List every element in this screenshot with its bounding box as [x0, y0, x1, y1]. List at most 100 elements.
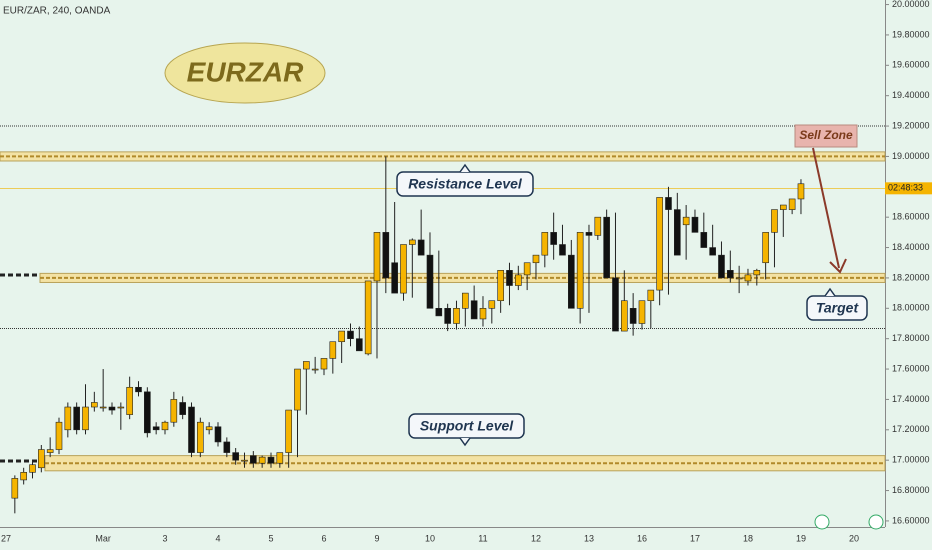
y-tick-label: 19.40000 [892, 90, 930, 100]
x-tick-label: 10 [425, 533, 435, 543]
y-tick-label: 17.60000 [892, 363, 930, 373]
candle-body [409, 239, 416, 245]
candle-body [612, 277, 619, 332]
icon[interactable] [868, 514, 884, 530]
candle-body [629, 308, 637, 324]
candle-body [709, 247, 716, 256]
candle-body [762, 232, 769, 264]
candle-body [470, 300, 478, 320]
x-tick-label: 3 [162, 533, 167, 543]
candle-body [46, 449, 54, 453]
candle-body [515, 274, 522, 286]
annotation: Resistance Level [408, 176, 523, 192]
candle-body [108, 406, 116, 411]
x-tick-label: 11 [478, 533, 487, 543]
candle-body [700, 232, 708, 248]
chart-title: EURZAR [187, 56, 304, 87]
candle-body [99, 406, 107, 409]
candle-body [364, 280, 372, 355]
candle-body [197, 421, 204, 453]
candle-body [780, 204, 787, 210]
candle-body [444, 308, 451, 324]
candle-body [285, 409, 292, 453]
candle-body [241, 459, 248, 462]
candle-body [532, 254, 540, 264]
annotation: Support Level [420, 418, 514, 434]
candle-body [674, 209, 681, 256]
candle-body [603, 216, 610, 279]
y-tick-label: 19.60000 [892, 60, 930, 70]
candle-body [638, 300, 646, 324]
candle-body [250, 455, 257, 464]
candle-body [232, 452, 239, 461]
annotation: Sell Zone [799, 128, 853, 142]
candle-body [691, 216, 699, 233]
candle-body [744, 274, 752, 282]
candle-body [161, 421, 169, 431]
candle-body [576, 232, 584, 309]
callout [806, 295, 868, 321]
y-tick-label: 20.00000 [892, 0, 930, 9]
candle-body [594, 216, 602, 236]
candle-body [55, 421, 63, 450]
y-tick-label: 18.00000 [892, 303, 930, 313]
x-tick-label: 13 [584, 533, 594, 543]
x-tick-label: Mar [95, 533, 111, 543]
y-tick-label: 18.40000 [892, 242, 930, 252]
header: EUR/ZAR, 240, OANDA [3, 6, 111, 17]
y-tick-label: 19.80000 [892, 29, 930, 39]
candle-body [797, 183, 805, 200]
candle-body [559, 244, 566, 256]
candle-body [144, 391, 151, 434]
x-tick-label: 19 [796, 533, 806, 543]
x-tick-label: 6 [321, 533, 326, 543]
candle-body [417, 239, 425, 256]
candle-body [453, 308, 460, 324]
candle-body [391, 262, 398, 294]
candle-body [303, 361, 310, 370]
candle-body [497, 270, 504, 302]
candle-body [753, 270, 761, 276]
x-tick-label: 16 [637, 533, 647, 543]
y-tick-label: 17.20000 [892, 424, 930, 434]
candle-body [373, 232, 381, 282]
candle-body [541, 232, 549, 256]
candle-body [523, 262, 531, 276]
candle-body [276, 452, 284, 464]
candle-body [82, 406, 89, 431]
y-tick-label: 18.60000 [892, 212, 930, 222]
annotation: Target [816, 300, 860, 316]
candle-body [338, 330, 345, 343]
candle-body [126, 386, 133, 415]
candle-body [223, 441, 231, 453]
candle-body [29, 464, 36, 473]
x-tick-label: 5 [268, 533, 273, 543]
x-tick-label: 17 [690, 533, 700, 543]
x-tick-label: 27 [1, 533, 11, 543]
y-tick-label: 17.40000 [892, 394, 930, 404]
sell-zone-box [794, 124, 858, 148]
candle-body [73, 406, 80, 431]
candle-body [735, 277, 743, 280]
candle-body [656, 197, 663, 291]
candle-body [311, 368, 319, 371]
candle-body [20, 472, 27, 481]
candle-body [320, 358, 328, 370]
x-tick-label: 20 [849, 533, 859, 543]
candle-body [117, 406, 125, 409]
icon[interactable] [814, 514, 830, 530]
candle-body [294, 368, 301, 411]
y-tick-label: 19.00000 [892, 151, 930, 161]
candle-body [647, 289, 655, 302]
y-tick-label: 18.20000 [892, 272, 930, 282]
candle-body [506, 270, 513, 286]
countdown-box [885, 182, 932, 195]
x-tick-label: 9 [374, 533, 379, 543]
candle-body [479, 308, 487, 320]
candle-body [568, 254, 575, 309]
arrow [812, 147, 840, 269]
candle-body [152, 426, 160, 431]
candle-body [426, 254, 434, 309]
x-tick-label: 12 [531, 533, 541, 543]
